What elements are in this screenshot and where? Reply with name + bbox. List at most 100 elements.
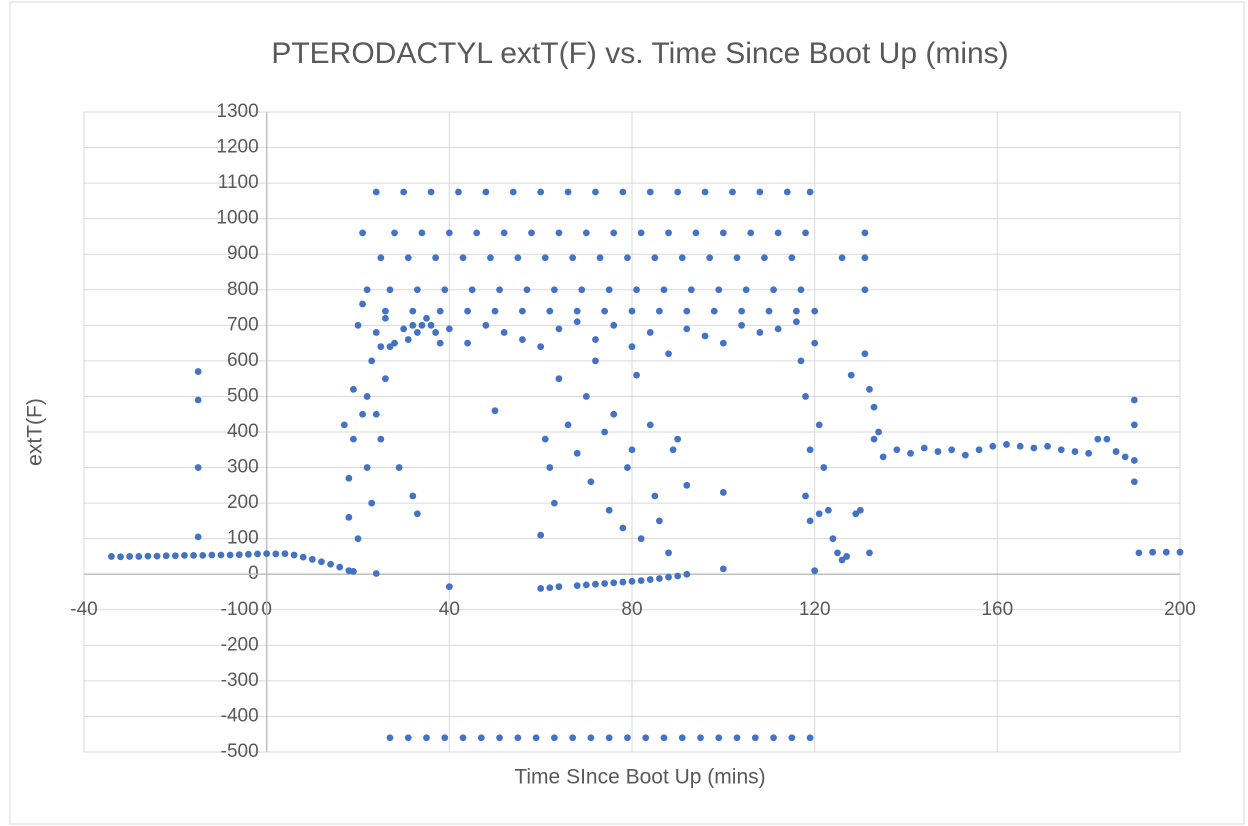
point [423, 314, 430, 322]
point [555, 375, 563, 383]
point [637, 577, 645, 585]
point [642, 734, 650, 742]
point [126, 553, 134, 560]
point [838, 556, 846, 564]
point [550, 499, 558, 507]
y-tick-label: -400 [221, 705, 259, 726]
point [806, 188, 814, 196]
point [665, 350, 672, 358]
point [601, 307, 608, 315]
point [363, 464, 371, 471]
point [377, 254, 385, 262]
point [413, 329, 421, 336]
point [592, 336, 599, 343]
point [418, 321, 426, 329]
point [719, 489, 727, 496]
point [678, 734, 686, 742]
point [194, 533, 202, 541]
point [879, 453, 887, 461]
point [354, 321, 362, 329]
point [637, 229, 645, 237]
point [153, 552, 161, 560]
point [701, 188, 709, 196]
x-tick-label: 40 [439, 599, 460, 620]
point [660, 286, 668, 294]
point [464, 339, 471, 347]
point [770, 734, 777, 742]
point [473, 229, 481, 237]
x-tick-label: 200 [1164, 599, 1196, 620]
point [363, 286, 371, 294]
point [144, 552, 152, 560]
point [500, 229, 508, 237]
point [793, 307, 800, 315]
chart-frame [9, 1, 1245, 825]
point [756, 188, 764, 196]
point [537, 188, 545, 196]
point [578, 286, 586, 294]
point [587, 734, 595, 742]
point [359, 229, 366, 237]
point [592, 580, 599, 588]
point [1003, 441, 1010, 448]
point [546, 464, 554, 471]
point [646, 576, 654, 583]
point [395, 464, 403, 471]
point [628, 577, 636, 585]
point [651, 254, 659, 262]
point [573, 582, 581, 589]
y-tick-label: 600 [227, 350, 259, 371]
point [934, 448, 942, 455]
point [683, 307, 691, 315]
point [194, 396, 202, 404]
point [587, 478, 595, 486]
point [1071, 448, 1079, 455]
point [226, 551, 234, 559]
point [181, 551, 188, 559]
point [811, 567, 819, 575]
point [582, 581, 590, 589]
point [861, 229, 869, 237]
y-tick-label: 300 [227, 457, 259, 478]
point [907, 449, 914, 457]
point [464, 307, 471, 315]
point [761, 254, 768, 262]
point [797, 286, 805, 294]
point [537, 343, 545, 351]
point [738, 321, 745, 329]
point [706, 254, 714, 262]
point [733, 254, 741, 262]
point [633, 286, 640, 294]
x-tick-label: 160 [981, 599, 1013, 620]
point [646, 421, 654, 429]
point [1130, 457, 1138, 464]
point [272, 550, 280, 558]
point [692, 229, 700, 237]
point [628, 307, 636, 315]
x-axis-label: Time SInce Boot Up (mins) [514, 766, 765, 789]
x-tick-label: 120 [799, 599, 831, 620]
point [409, 307, 417, 315]
point [1085, 449, 1093, 457]
point [254, 550, 261, 558]
point [263, 550, 271, 557]
y-tick-label: -100 [221, 599, 259, 620]
point [1121, 453, 1129, 461]
x-tick-label: 80 [621, 599, 642, 620]
point [354, 535, 362, 543]
point [624, 734, 631, 742]
point [382, 314, 389, 322]
y-tick-label: -500 [221, 741, 259, 762]
point [372, 570, 380, 577]
y-tick-label: 200 [227, 492, 259, 513]
point [733, 734, 741, 742]
point [687, 286, 695, 294]
point [605, 734, 613, 742]
point [683, 570, 691, 578]
point [482, 321, 490, 329]
point [774, 325, 782, 333]
point [194, 464, 202, 471]
point [190, 551, 198, 559]
point [592, 357, 599, 365]
